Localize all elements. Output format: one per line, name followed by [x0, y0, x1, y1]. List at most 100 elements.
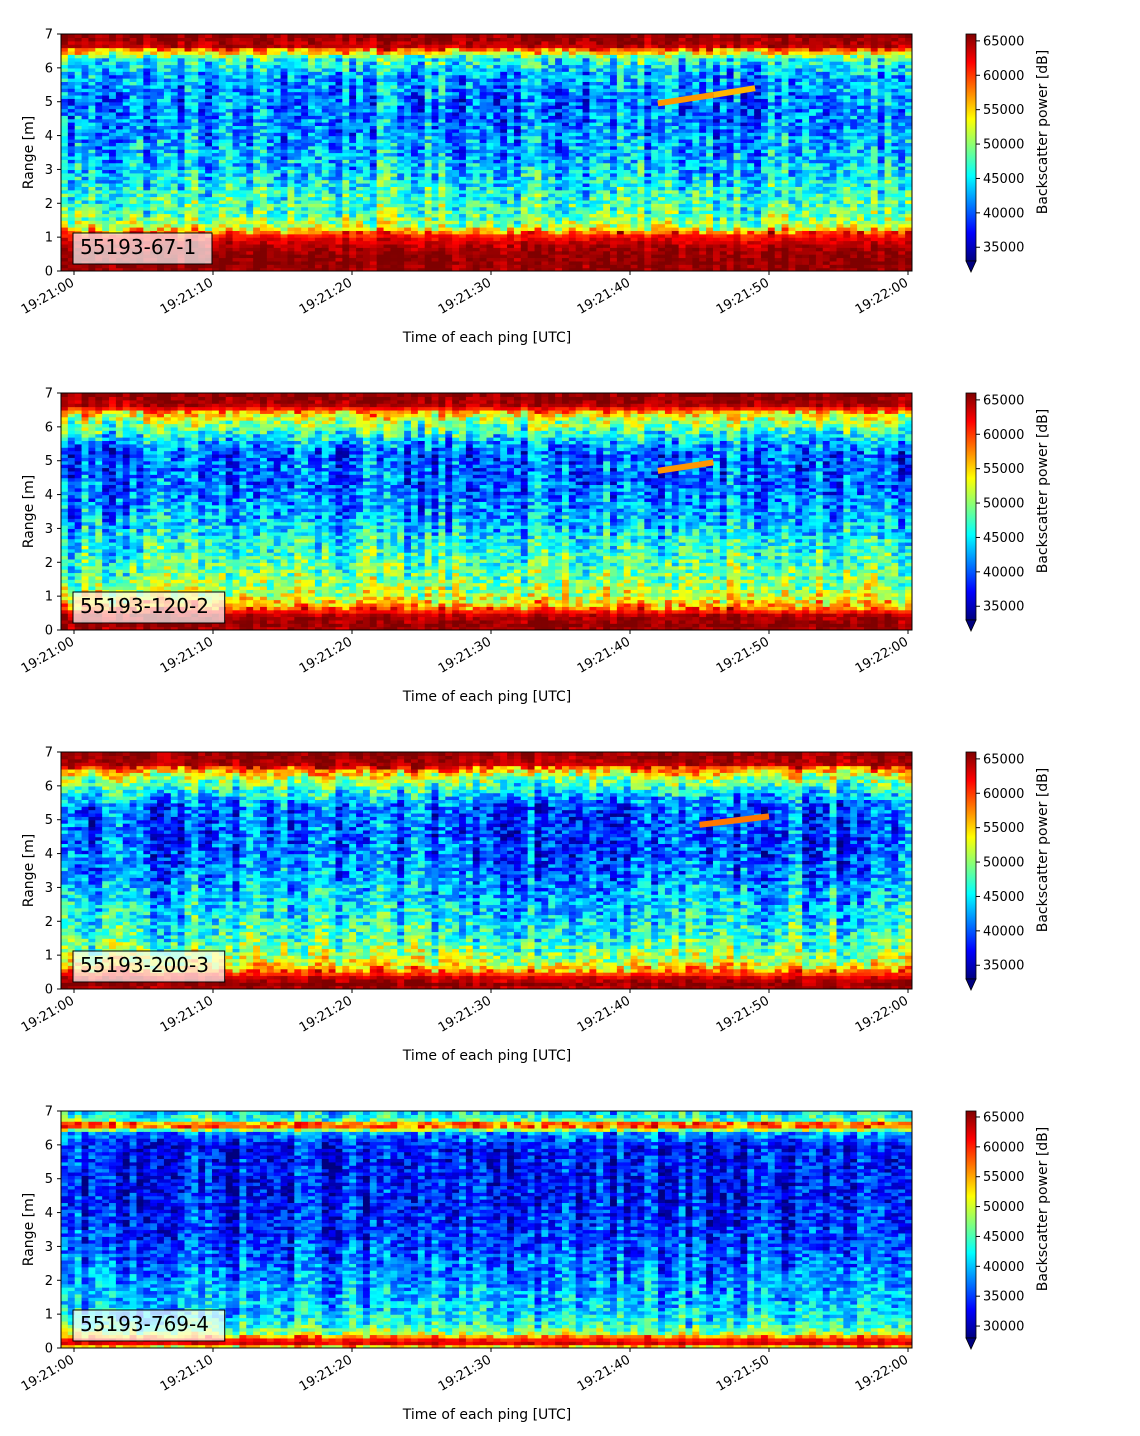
x-tick-label: 19:21:00: [19, 1352, 77, 1394]
y-tick-label: 6: [45, 420, 53, 435]
y-tick-label: 5: [45, 95, 53, 110]
colorbar: 30000 35000 40000 45000 50000 55000 60000 65000…: [965, 1110, 1051, 1350]
echogram-panel-4: 0 1 2 3 4 5 6 7 Range [m] 19:21:00 19:21:10 19:21:2…: [19, 1105, 1051, 1424]
x-tick-label: 19:21:50: [714, 634, 772, 676]
x-tick-label: 19:21:30: [436, 1352, 494, 1394]
y-tick-label: 4: [45, 1206, 53, 1221]
colorbar-tick-label: 65000: [983, 34, 1024, 49]
y-tick-label: 2: [45, 197, 53, 212]
y-tick-label: 7: [45, 387, 53, 402]
colorbar-tick-label: 40000: [983, 206, 1024, 221]
colorbar-extend-arrow: [965, 260, 977, 273]
colorbar-tick-label: 50000: [983, 138, 1024, 153]
colorbar-tick-label: 55000: [983, 1170, 1024, 1185]
y-tick-label: 2: [45, 556, 53, 571]
axes-frame: [60, 1110, 913, 1349]
colorbar-extend-arrow: [965, 1337, 977, 1350]
colorbar-tick-label: 45000: [983, 531, 1024, 546]
y-tick-label: 1: [45, 590, 53, 605]
colorbar-tick-label: 60000: [983, 1140, 1024, 1155]
y-tick-label: 6: [45, 61, 53, 76]
colorbar-tick-label: 35000: [983, 241, 1024, 256]
colorbar-tick-label: 50000: [983, 1200, 1024, 1215]
colorbar-label: Backscatter power [dB]: [1035, 409, 1051, 574]
colorbar-label: Backscatter power [dB]: [1035, 1127, 1051, 1292]
colorbar-tick-label: 65000: [983, 752, 1024, 767]
colorbar-tick-label: 35000: [983, 600, 1024, 615]
y-axis-label: Range [m]: [21, 116, 37, 189]
panel-label: 55193-769-4: [72, 1309, 226, 1342]
panel-label: 55193-67-1: [72, 232, 213, 265]
x-tick-label: 19:21:00: [19, 634, 77, 676]
x-tick-label: 19:22:00: [853, 634, 911, 676]
y-tick-label: 2: [45, 1274, 53, 1289]
x-axis-label: Time of each ping [UTC]: [402, 1048, 572, 1064]
colorbar: 35000 40000 45000 50000 55000 60000 65000 Backs…: [965, 33, 1051, 273]
colorbar-label: Backscatter power [dB]: [1035, 50, 1051, 215]
x-tick-label: 19:21:10: [158, 634, 216, 676]
colorbar-tick-label: 35000: [983, 959, 1024, 974]
colorbar-tick-label: 60000: [983, 69, 1024, 84]
y-tick-label: 4: [45, 847, 53, 862]
panel-label: 55193-200-3: [72, 950, 226, 983]
colorbar-tick-label: 50000: [983, 856, 1024, 871]
colorbar-tick-label: 55000: [983, 462, 1024, 477]
target-trace: [699, 813, 770, 828]
x-tick-label: 19:21:30: [436, 993, 494, 1035]
colorbar-tick-label: 55000: [983, 103, 1024, 118]
colorbar-tick-label: 55000: [983, 821, 1024, 836]
echogram-panel-1: 0 1 2 3 4 5 6 7 Range [m] 19:21:00 19:21:10 19:21:2…: [19, 28, 1051, 347]
x-axis-label: Time of each ping [UTC]: [402, 689, 572, 705]
x-tick-label: 19:21:40: [575, 275, 633, 317]
x-tick-label: 19:22:00: [853, 1352, 911, 1394]
x-tick-label: 19:22:00: [853, 275, 911, 317]
colorbar-tick-label: 65000: [983, 1110, 1024, 1125]
target-trace: [657, 459, 714, 474]
colorbar-tick-label: 45000: [983, 1230, 1024, 1245]
y-tick-label: 6: [45, 779, 53, 794]
x-tick-label: 19:21:10: [158, 993, 216, 1035]
target-trace: [657, 91, 714, 107]
x-tick-label: 19:21:30: [436, 275, 494, 317]
echogram-panel-3: 0 1 2 3 4 5 6 7 Range [m] 19:21:00 19:21:10 19:21:2…: [19, 746, 1051, 1065]
panel-label: 55193-120-2: [72, 591, 226, 624]
y-tick-label: 0: [45, 265, 53, 280]
x-tick-label: 19:21:20: [297, 275, 355, 317]
y-tick-label: 1: [45, 1308, 53, 1323]
y-tick-label: 3: [45, 1240, 53, 1255]
colorbar-tick-label: 40000: [983, 924, 1024, 939]
y-tick-label: 0: [45, 1342, 53, 1357]
x-tick-label: 19:21:40: [575, 1352, 633, 1394]
y-tick-label: 1: [45, 231, 53, 246]
colorbar-tick-label: 40000: [983, 1260, 1024, 1275]
colorbar-tick-label: 60000: [983, 428, 1024, 443]
x-tick-label: 19:21:10: [158, 275, 216, 317]
y-tick-label: 3: [45, 881, 53, 896]
x-tick-label: 19:21:00: [19, 993, 77, 1035]
y-axis-label: Range [m]: [21, 1193, 37, 1266]
colorbar-tick-label: 60000: [983, 787, 1024, 802]
y-tick-label: 5: [45, 454, 53, 469]
colorbar-tick-label: 45000: [983, 172, 1024, 187]
heatmap-cells: [61, 752, 912, 989]
x-tick-label: 19:21:00: [19, 275, 77, 317]
y-tick-label: 4: [45, 488, 53, 503]
y-tick-label: 1: [45, 949, 53, 964]
x-tick-label: 19:21:20: [297, 634, 355, 676]
axes-frame: [60, 33, 913, 272]
y-tick-label: 5: [45, 1172, 53, 1187]
colorbar: 35000 40000 45000 50000 55000 60000 65000 Backs…: [965, 392, 1051, 632]
colorbar-tick-label: 40000: [983, 565, 1024, 580]
colorbar-tick-label: 45000: [983, 890, 1024, 905]
x-axis-label: Time of each ping [UTC]: [402, 330, 572, 346]
colorbar-tick-label: 50000: [983, 497, 1024, 512]
x-tick-label: 19:21:40: [575, 634, 633, 676]
colorbar-label: Backscatter power [dB]: [1035, 768, 1051, 933]
x-tick-label: 19:21:40: [575, 993, 633, 1035]
y-axis-label: Range [m]: [21, 834, 37, 907]
y-tick-label: 7: [45, 28, 53, 43]
colorbar: 35000 40000 45000 50000 55000 60000 65000 Backs…: [965, 751, 1051, 991]
y-tick-label: 0: [45, 624, 53, 639]
colorbar-tick-label: 65000: [983, 393, 1024, 408]
